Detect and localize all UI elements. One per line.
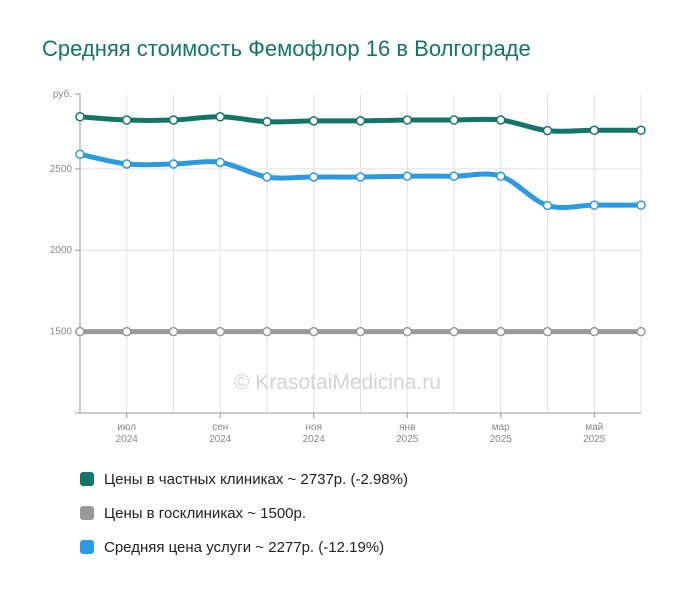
x-tick-label-month: ноя xyxy=(306,422,323,433)
data-point-average xyxy=(215,157,225,168)
legend-item-private[interactable]: Цены в частных клиниках ~ 2737р. (-2.98%… xyxy=(80,462,408,496)
data-point-private xyxy=(215,112,225,122)
data-point-state xyxy=(496,326,506,337)
legend-item-state[interactable]: Цены в госклиниках ~ 1500р. xyxy=(80,496,408,530)
x-tick-label-year: 2024 xyxy=(303,434,326,445)
x-tick-label-month: сен xyxy=(212,422,228,433)
x-tick-label-month: мар xyxy=(492,422,510,433)
data-point-average xyxy=(168,159,179,169)
chart-title: Средняя стоимость Фемофлор 16 в Волгогра… xyxy=(42,36,531,61)
x-tick-label-month: июл xyxy=(117,422,136,433)
data-point-state xyxy=(262,326,272,337)
legend-swatch-average xyxy=(80,540,94,554)
data-point-average xyxy=(75,149,85,159)
data-point-state xyxy=(402,326,412,337)
data-point-average xyxy=(355,172,366,182)
data-point-state xyxy=(215,326,225,337)
data-point-private xyxy=(355,116,366,126)
data-point-private xyxy=(496,115,506,125)
data-point-private xyxy=(309,116,319,126)
x-tick-label-month: май xyxy=(585,422,603,433)
data-point-average xyxy=(309,172,319,182)
data-point-state xyxy=(355,326,366,337)
data-point-state xyxy=(542,326,553,337)
data-point-state xyxy=(449,326,459,337)
data-point-private xyxy=(542,125,553,136)
data-point-private xyxy=(449,115,459,125)
data-point-state xyxy=(589,326,599,337)
x-tick-label-year: 2024 xyxy=(209,434,232,445)
data-point-average xyxy=(589,200,599,210)
y-tick-label: 2500 xyxy=(50,164,73,175)
y-tick-label: 1500 xyxy=(50,327,73,338)
data-point-private xyxy=(402,115,412,125)
data-point-state xyxy=(636,326,646,337)
data-point-average xyxy=(449,171,459,181)
x-tick-label-year: 2025 xyxy=(490,434,513,445)
data-point-private xyxy=(168,115,179,125)
data-point-state xyxy=(75,326,85,337)
data-point-average xyxy=(496,171,506,181)
y-axis-unit: руб. xyxy=(53,88,72,100)
x-tick-label-year: 2024 xyxy=(116,434,139,445)
x-tick-label-month: янв xyxy=(399,422,415,433)
x-tick-label-year: 2025 xyxy=(396,434,419,445)
y-tick-label: 2000 xyxy=(50,245,73,256)
data-point-state xyxy=(168,326,179,337)
legend-item-average[interactable]: Средняя цена услуги ~ 2277р. (-12.19%) xyxy=(80,530,408,564)
watermark: © KrasotaiMedicina.ru xyxy=(234,371,441,394)
legend-label-state: Цены в госклиниках ~ 1500р. xyxy=(104,504,307,522)
data-point-state xyxy=(309,326,319,337)
data-point-private xyxy=(262,116,272,127)
data-point-private xyxy=(122,115,132,125)
data-point-average xyxy=(122,159,132,169)
legend-label-average: Средняя цена услуги ~ 2277р. (-12.19%) xyxy=(104,538,385,556)
data-point-private xyxy=(589,125,599,136)
legend: Цены в частных клиниках ~ 2737р. (-2.98%… xyxy=(80,462,408,564)
x-tick-label-year: 2025 xyxy=(583,434,606,445)
legend-swatch-state xyxy=(80,506,94,520)
data-point-private xyxy=(636,125,646,136)
data-point-average xyxy=(262,172,272,182)
data-point-state xyxy=(122,326,132,337)
data-point-average xyxy=(542,200,553,211)
legend-swatch-private xyxy=(80,472,94,486)
data-point-private xyxy=(75,112,85,122)
data-point-average xyxy=(636,200,646,210)
data-point-average xyxy=(402,171,412,181)
legend-label-private: Цены в частных клиниках ~ 2737р. (-2.98%… xyxy=(104,470,408,488)
